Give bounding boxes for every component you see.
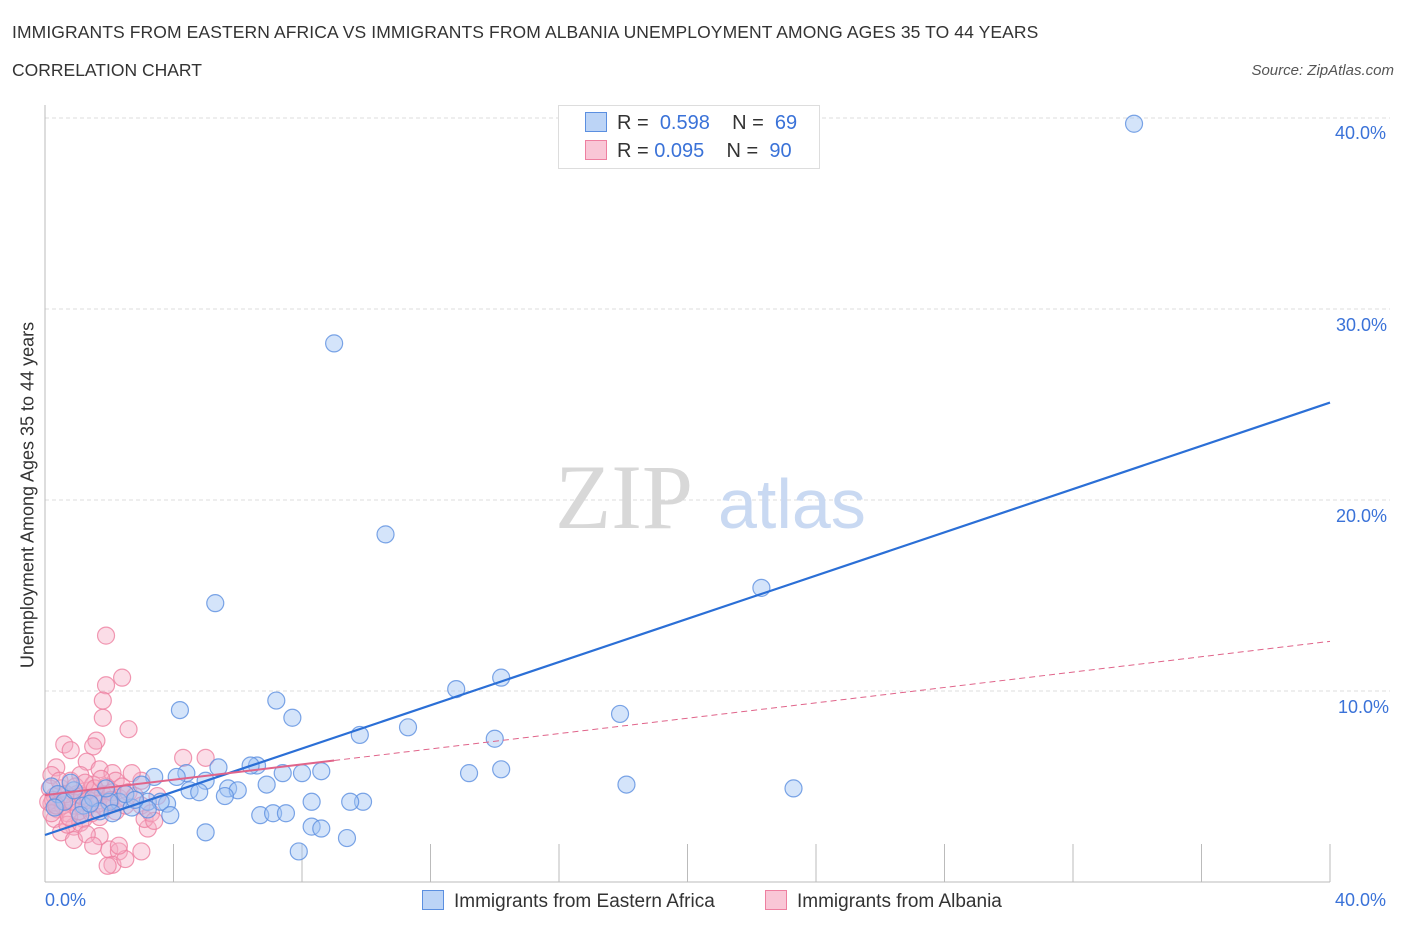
eastern-africa-point: [485, 729, 504, 748]
eastern-africa-point: [353, 792, 373, 811]
eastern-africa-point: [398, 718, 418, 737]
source-label: Source: ZipAtlas.com: [1251, 62, 1394, 79]
albania-point: [138, 819, 157, 838]
x-tick-label: 40.0%: [1335, 890, 1387, 910]
eastern-africa-point: [80, 794, 100, 813]
legend-swatch: [585, 112, 607, 132]
eastern-africa-point: [196, 823, 215, 842]
eastern-africa-point: [161, 806, 180, 825]
eastern-africa-point: [784, 779, 803, 798]
eastern-africa-point: [289, 842, 308, 861]
eastern-africa-trendline: [44, 401, 1331, 837]
watermark-atlas: atlas: [718, 465, 866, 543]
albania-point: [84, 836, 103, 855]
albania-point: [93, 708, 112, 727]
albania-point: [61, 741, 80, 760]
albania-trendline-solid: [44, 759, 335, 797]
legend-row-eastern-africa: R = 0.598 N = 69: [585, 112, 797, 135]
eastern-africa-point: [337, 828, 357, 848]
albania-point: [87, 731, 106, 750]
n-label: N =: [726, 140, 759, 162]
legend-swatch: [585, 140, 607, 160]
albania-point: [119, 720, 138, 739]
legend-swatch: [765, 890, 787, 910]
eastern-africa-point: [610, 704, 630, 724]
albania-point: [174, 748, 193, 767]
correlation-legend: R = 0.598 N = 69 R = 0.095 N = 90: [558, 105, 820, 169]
albania-point: [98, 856, 117, 875]
eastern-africa-point: [273, 764, 292, 783]
y-tick-label: 40.0%: [1335, 123, 1387, 143]
albania-point: [96, 626, 116, 645]
eastern-africa-point: [215, 786, 234, 806]
eastern-africa-point: [283, 708, 302, 727]
eastern-africa-point: [170, 700, 190, 720]
eastern-africa-point: [325, 334, 344, 353]
chart-subtitle: CORRELATION CHART: [12, 60, 202, 80]
albania-point: [196, 748, 215, 767]
y-tick-label: 30.0%: [1336, 315, 1388, 335]
eastern-africa-point: [312, 819, 331, 838]
r-label: R =: [617, 140, 649, 162]
n-value: 69: [774, 112, 798, 134]
chart-title: IMMIGRANTS FROM EASTERN AFRICA VS IMMIGR…: [12, 22, 1039, 42]
albania-trendline-dashed: [334, 640, 1331, 761]
r-value: 0.095: [654, 140, 705, 162]
albania-point: [96, 676, 116, 695]
albania-point: [145, 811, 164, 830]
y-axis-label: Unemployment Among Ages 35 to 44 years: [17, 321, 38, 669]
bottom-legend-albania: Immigrants from Albania: [765, 890, 1002, 913]
eastern-africa-point: [276, 804, 296, 823]
r-label: R =: [617, 112, 649, 134]
eastern-africa-point: [459, 764, 479, 783]
legend-label: Immigrants from Eastern Africa: [454, 891, 715, 912]
eastern-africa-point: [263, 804, 283, 823]
eastern-africa-point: [376, 525, 395, 544]
x-tick-label: 0.0%: [45, 890, 87, 910]
eastern-africa-point: [492, 760, 511, 779]
albania-point: [132, 842, 151, 861]
albania-point: [109, 836, 128, 855]
albania-point: [92, 769, 111, 788]
eastern-africa-point: [1124, 114, 1144, 133]
eastern-africa-point: [45, 798, 64, 817]
legend-label: Immigrants from Albania: [797, 891, 1002, 912]
r-value: 0.598: [659, 112, 710, 134]
eastern-africa-point: [167, 767, 186, 787]
legend-swatch: [422, 890, 444, 910]
eastern-africa-point: [267, 691, 286, 710]
eastern-africa-point: [312, 762, 331, 781]
eastern-africa-point: [341, 792, 360, 811]
eastern-africa-point: [206, 594, 225, 613]
eastern-africa-point: [617, 775, 636, 794]
eastern-africa-point: [292, 764, 312, 783]
eastern-africa-point: [61, 773, 80, 792]
legend-row-albania: R = 0.095 N = 90: [585, 140, 792, 163]
albania-point: [77, 825, 96, 844]
y-tick-label: 20.0%: [1336, 506, 1388, 526]
albania-point: [93, 691, 112, 710]
bottom-legend-eastern-africa: Immigrants from Eastern Africa: [422, 890, 715, 913]
albania-point: [84, 737, 103, 756]
watermark-zip: ZIP: [555, 446, 693, 548]
eastern-africa-point: [257, 775, 276, 794]
albania-point: [112, 668, 132, 687]
eastern-africa-point: [74, 796, 93, 815]
n-value: 90: [769, 140, 792, 162]
n-label: N =: [732, 112, 764, 134]
y-tick-label: 10.0%: [1338, 697, 1390, 717]
eastern-africa-point: [302, 792, 321, 811]
eastern-africa-point: [157, 794, 177, 813]
